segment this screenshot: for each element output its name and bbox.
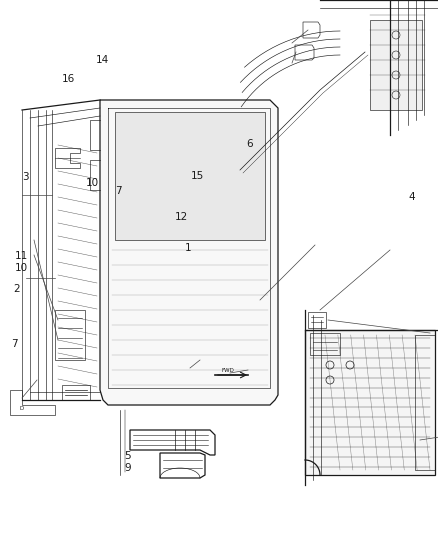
- Text: 12: 12: [175, 213, 188, 222]
- Text: FWD: FWD: [222, 368, 234, 374]
- Polygon shape: [100, 100, 278, 405]
- Text: 16: 16: [62, 74, 75, 84]
- Text: 3: 3: [22, 173, 29, 182]
- Polygon shape: [115, 112, 265, 240]
- Text: 6: 6: [246, 139, 253, 149]
- Text: 10: 10: [85, 178, 99, 188]
- Text: 1: 1: [185, 243, 192, 253]
- Text: 5: 5: [124, 451, 131, 461]
- Text: 7: 7: [115, 186, 122, 196]
- Text: 10: 10: [14, 263, 28, 273]
- Text: 9: 9: [124, 463, 131, 473]
- Polygon shape: [370, 20, 422, 110]
- Text: 2: 2: [13, 285, 20, 294]
- Text: D: D: [20, 406, 24, 410]
- Text: 15: 15: [191, 171, 204, 181]
- Polygon shape: [305, 330, 435, 475]
- Text: 14: 14: [95, 55, 109, 64]
- Text: 4: 4: [408, 192, 415, 202]
- Text: 7: 7: [11, 339, 18, 349]
- Text: 11: 11: [14, 251, 28, 261]
